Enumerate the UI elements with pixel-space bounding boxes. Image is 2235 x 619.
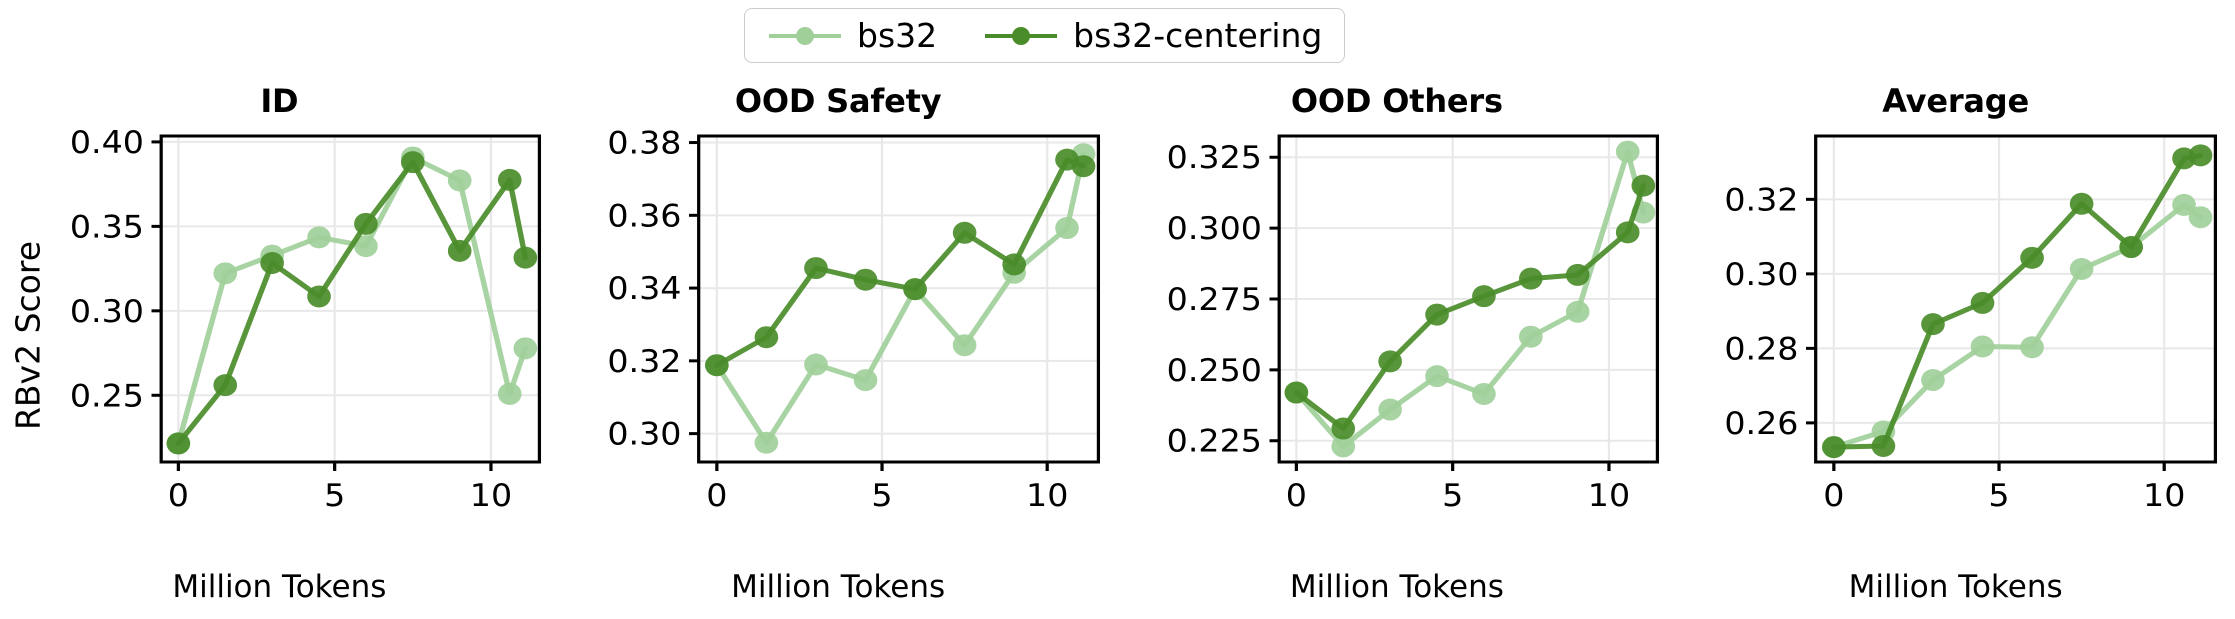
- svg-text:10: 10: [1587, 477, 1629, 514]
- svg-text:0: 0: [168, 477, 189, 514]
- legend-marker-icon: [769, 26, 841, 45]
- legend-label-bs32-centering: bs32-centering: [1073, 16, 1323, 55]
- panel-title: OOD Others: [1290, 82, 1503, 120]
- svg-text:0.26: 0.26: [1725, 405, 1799, 442]
- svg-text:0: 0: [1824, 477, 1845, 514]
- svg-text:0.325: 0.325: [1166, 139, 1261, 176]
- svg-text:5: 5: [1989, 477, 2010, 514]
- svg-text:10: 10: [470, 477, 512, 514]
- svg-text:0.25: 0.25: [70, 377, 144, 414]
- svg-text:0.300: 0.300: [1166, 210, 1261, 247]
- x-axis-label: Million Tokens: [1848, 569, 2063, 605]
- legend-entry-bs32-centering: bs32-centering: [983, 19, 1322, 52]
- panel-title: ID: [260, 82, 299, 120]
- svg-text:0.225: 0.225: [1166, 423, 1261, 460]
- panel-average: Average 0.26 0.28 0.30 0.32 0 5 10 Million Tok…: [1676, 78, 2235, 619]
- panel-title: OOD Safety: [734, 82, 942, 120]
- svg-text:0.38: 0.38: [607, 125, 681, 162]
- svg-text:0.28: 0.28: [1725, 330, 1799, 367]
- legend-entry-bs32: bs32: [767, 19, 937, 52]
- chart-legend: bs32 bs32-centering: [744, 8, 1346, 63]
- plot-area: 0.30 0.32 0.34 0.36 0.38 0 5 10: [559, 120, 1118, 520]
- svg-text:5: 5: [324, 477, 345, 514]
- plot-svg: 0.26 0.28 0.30 0.32 0 5 10: [1725, 134, 2218, 514]
- x-axis-label: Million Tokens: [731, 569, 946, 605]
- plot-svg: 0.25 0.30 0.35 0.40 0 5 10: [70, 124, 542, 514]
- plot-area: 0.225 0.250 0.275 0.300 0.325 0 5 10: [1118, 120, 1677, 520]
- svg-text:0.250: 0.250: [1166, 352, 1261, 389]
- x-axis-label: Million Tokens: [172, 569, 387, 605]
- svg-text:0.32: 0.32: [607, 343, 681, 380]
- plot-svg: 0.30 0.32 0.34 0.36 0.38 0 5 10: [607, 125, 1100, 514]
- panel-id: ID 0.25 0.30 0.35 0.40 0 5 10 RBv2 Score Milli…: [0, 78, 559, 619]
- svg-text:0.32: 0.32: [1725, 181, 1799, 218]
- plot-area: 0.25 0.30 0.35 0.40 0 5 10 RBv2 Score: [0, 120, 559, 520]
- svg-text:0: 0: [1285, 477, 1306, 514]
- svg-text:5: 5: [871, 477, 892, 514]
- panel-row: ID 0.25 0.30 0.35 0.40 0 5 10 RBv2 Score Milli…: [0, 78, 2235, 619]
- panel-title: Average: [1882, 82, 2030, 120]
- svg-text:0: 0: [706, 477, 727, 514]
- panel-ood-others: OOD Others 0.225 0.250 0.275 0.300 0.325 0 5 10…: [1118, 78, 1677, 619]
- svg-text:10: 10: [1026, 477, 1068, 514]
- svg-text:0.30: 0.30: [70, 293, 144, 330]
- legend-marker-icon: [985, 26, 1058, 45]
- svg-text:10: 10: [2143, 477, 2185, 514]
- y-axis-label: RBv2 Score: [8, 241, 48, 431]
- svg-text:5: 5: [1442, 477, 1463, 514]
- legend-label-bs32: bs32: [857, 16, 938, 55]
- svg-text:0.34: 0.34: [607, 270, 681, 307]
- x-axis-label: Million Tokens: [1289, 569, 1504, 605]
- svg-text:0.40: 0.40: [70, 124, 144, 161]
- svg-text:0.35: 0.35: [70, 208, 144, 245]
- plot-svg: 0.225 0.250 0.275 0.300 0.325 0 5 10: [1166, 134, 1659, 514]
- svg-text:0.30: 0.30: [1725, 256, 1799, 293]
- panel-ood-safety: OOD Safety 0.30 0.32 0.34 0.36 0.38 0 5 10 Mill…: [559, 78, 1118, 619]
- svg-text:0.275: 0.275: [1166, 281, 1261, 318]
- svg-text:0.36: 0.36: [607, 197, 681, 234]
- svg-text:0.30: 0.30: [607, 416, 681, 453]
- plot-area: 0.26 0.28 0.30 0.32 0 5 10: [1676, 120, 2235, 520]
